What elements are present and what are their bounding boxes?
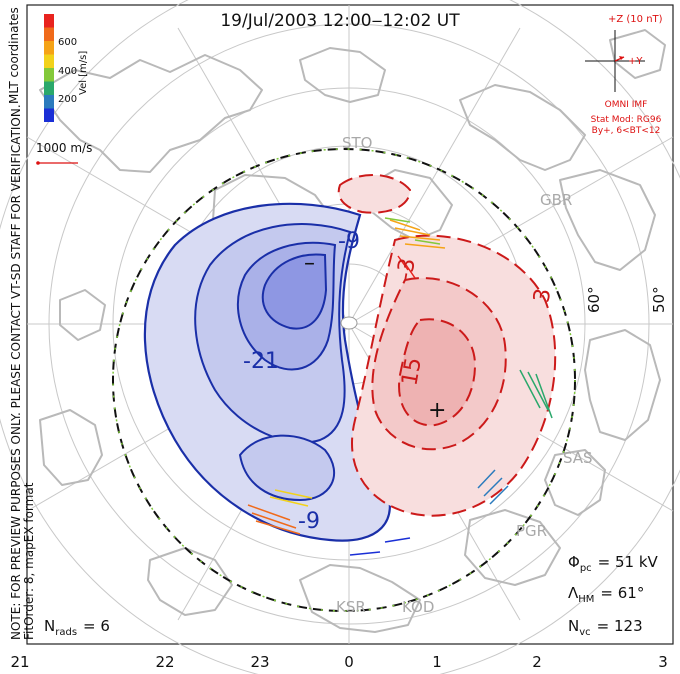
colorbar: 600 400 200 Vel [m/s]: [44, 14, 89, 122]
coords-label: MLT coordinates: [7, 7, 21, 104]
imf-model-line2: By+, 6<BT<12: [592, 126, 661, 136]
colorbar-swatch-7: [44, 108, 54, 122]
station-ksr: KSR: [336, 598, 366, 616]
contour-label-minus9-top: -9: [338, 229, 360, 254]
fit-order-label: FitOrder: 8, mapEX format: [22, 482, 36, 640]
latitude-label-50: 50°: [650, 286, 668, 313]
hmb-vectors: [112, 148, 576, 612]
stat-lambda: ΛHM = 61°: [568, 584, 644, 605]
colorbar-tick-400: 400: [58, 66, 77, 77]
imf-model-line1: Stat Mod: RG96: [591, 115, 662, 125]
colorbar-swatch-2: [44, 41, 54, 55]
contour-label-minus9-bottom: -9: [298, 509, 320, 534]
mlt-tick-22: 22: [155, 653, 174, 671]
contour-labels: -9 -21 -9 -3 3 15: [243, 229, 556, 534]
pole-marker: [340, 316, 358, 330]
station-pgr: PGR: [516, 522, 547, 540]
mlt-tick-0: 0: [344, 653, 354, 671]
colorbar-swatch-1: [44, 27, 54, 41]
contour-label-minus21: -21: [243, 349, 279, 374]
colorbar-swatch-3: [44, 54, 54, 68]
stat-nrads: Nrads = 6: [44, 617, 110, 638]
imf-vector-head: [619, 56, 624, 60]
dusk-cell: [143, 202, 391, 542]
dawn-cell: [337, 174, 557, 517]
imf-z-label: +Z (10 nT): [608, 14, 663, 25]
contour-label-plus3: 3: [529, 286, 556, 304]
contour-label-plus15: 15: [397, 356, 426, 388]
potential-maximum-mark: +: [428, 398, 446, 423]
station-sto: STO: [342, 134, 373, 152]
mlt-axis: 21 22 23 0 1 2 3: [10, 653, 667, 671]
page-title: 19/Jul/2003 12:00‒12:02 UT: [220, 11, 460, 31]
station-sas: SAS: [563, 449, 593, 467]
preview-note: NOTE: FOR PREVIEW PURPOSES ONLY. PLEASE …: [9, 104, 23, 640]
stat-nvc: Nvc = 123: [568, 617, 643, 638]
imf-source: OMNI IMF: [605, 100, 648, 110]
scale-vector-dot: [36, 161, 40, 165]
mlt-tick-21: 21: [10, 653, 29, 671]
station-labels: STO GBR SAS PGR KSR KOD: [336, 134, 593, 616]
imf-y-label: +Y: [628, 56, 643, 67]
stats: Φpc = 51 kV ΛHM = 61° Nvc = 123 Nrads = 6: [44, 553, 659, 638]
mlt-tick-1: 1: [432, 653, 442, 671]
potential-minimum-mark: –: [304, 251, 315, 276]
colorbar-swatch-4: [44, 68, 54, 82]
mlt-tick-23: 23: [250, 653, 269, 671]
colorbar-tick-200: 200: [58, 94, 77, 105]
mlt-tick-3: 3: [658, 653, 668, 671]
latitude-label-60: 60°: [585, 286, 603, 313]
station-kod: KOD: [402, 598, 434, 616]
scale-vector-label: 1000 m/s: [36, 141, 92, 155]
contour-label-minus3: -3: [392, 256, 420, 282]
colorbar-swatch-0: [44, 14, 54, 28]
colorbar-swatch-5: [44, 81, 54, 95]
colorbar-tick-600: 600: [58, 37, 77, 48]
stat-phi: Φpc = 51 kV: [568, 553, 659, 574]
colorbar-swatch-6: [44, 95, 54, 109]
station-gbr: GBR: [540, 191, 572, 209]
mlt-tick-2: 2: [532, 653, 542, 671]
colorbar-label: Vel [m/s]: [78, 51, 89, 95]
imf-clock: +Z (10 nT) +Y OMNI IMF Stat Mod: RG96 By…: [585, 14, 663, 136]
velocity-vectors: [247, 217, 553, 556]
